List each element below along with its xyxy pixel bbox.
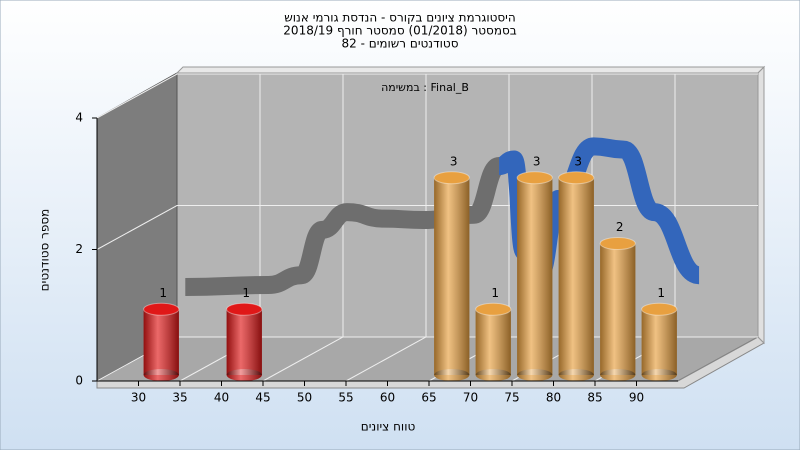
bar <box>516 171 553 381</box>
x-tick-label: 55 <box>338 391 353 405</box>
x-tick-label: 80 <box>546 391 561 405</box>
bar-top <box>516 171 553 185</box>
right-edge <box>757 65 765 345</box>
y-tick-label: 2 <box>75 242 83 256</box>
x-tick-label: 50 <box>297 391 312 405</box>
value-label: 1 <box>657 286 665 300</box>
bar <box>558 171 595 381</box>
value-label: 1 <box>242 286 250 300</box>
bar-top <box>475 302 512 316</box>
bar <box>433 171 470 381</box>
annotation: במשימה : Final_B <box>381 81 469 94</box>
x-tick-label: 70 <box>463 391 478 405</box>
bar-shade <box>434 177 470 375</box>
bar-shade <box>600 243 636 375</box>
grid-line <box>96 73 758 119</box>
bar-shade <box>558 177 594 375</box>
value-label: 3 <box>574 154 582 168</box>
top-edge <box>175 66 766 74</box>
bar-top <box>558 171 595 185</box>
value-label: 3 <box>533 154 541 168</box>
y-axis-label: מספר סטודנטים <box>38 209 52 292</box>
grid-line <box>345 74 427 382</box>
x-tick-label: 45 <box>255 391 270 405</box>
x-axis-label: טווח ציונים <box>361 420 416 434</box>
y-tick-label: 4 <box>75 111 83 125</box>
chart-subtitle: בסמסטר (01/2018) סמסטר חורף 2018/19 <box>283 24 516 38</box>
bar <box>641 302 678 381</box>
bar <box>143 302 180 381</box>
x-tick-label: 35 <box>172 391 187 405</box>
value-label: 3 <box>450 154 458 168</box>
bar-shade <box>226 309 262 375</box>
bar-top <box>641 302 678 316</box>
x-tick-label: 90 <box>629 391 644 405</box>
x-tick-label: 85 <box>587 391 602 405</box>
grid-line <box>262 74 344 382</box>
value-label: 1 <box>159 286 167 300</box>
y-tick-label: 0 <box>75 374 83 388</box>
x-tick-label: 40 <box>214 391 229 405</box>
bar-top <box>226 302 263 316</box>
x-tick-label: 75 <box>504 391 519 405</box>
chart-title: היסטוגרמת ציונים בקורס - הנדסת גורמי אנו… <box>284 11 515 25</box>
x-tick-label: 30 <box>131 391 146 405</box>
x-tick-label: 60 <box>380 391 395 405</box>
bar <box>226 302 263 381</box>
x-tick-label: 65 <box>421 391 436 405</box>
bar-shade <box>143 309 179 375</box>
bar <box>599 237 636 381</box>
bar-top <box>599 237 636 250</box>
bar <box>475 302 512 381</box>
bar-top <box>433 171 470 185</box>
bar-top <box>143 302 180 316</box>
value-label: 2 <box>616 220 624 234</box>
bar-shade <box>475 309 511 375</box>
value-label: 1 <box>491 286 499 300</box>
bar-shade <box>517 177 553 375</box>
bar-shade <box>641 309 677 375</box>
chart-subtitle: סטודנטים רשומים - 82 <box>341 37 458 51</box>
